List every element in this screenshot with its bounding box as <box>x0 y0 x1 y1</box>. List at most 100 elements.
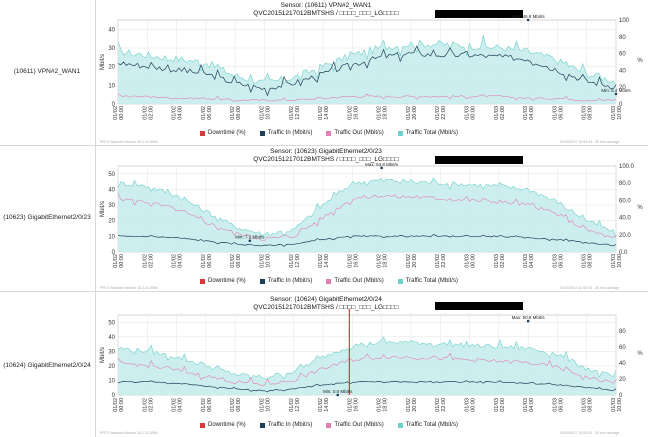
legend-downtime: Downtime (%) <box>200 422 246 428</box>
y-tick-label: 30 <box>108 349 115 355</box>
y-tick-label: 0 <box>112 102 116 108</box>
sensor-title: Sensor: (10624) GigabitEthernet2/0/24 <box>270 296 382 303</box>
x-tick-label: 01/0300:00 <box>465 398 477 412</box>
redaction-block <box>435 10 523 18</box>
y-tick-label: 20 <box>108 65 115 71</box>
annotation-marker <box>336 393 340 397</box>
y-axis-label: Mbit/s <box>100 54 106 70</box>
sensor-subtitle: QVC20151217012BMTSHS / □□□□_□□□_LG□□□□ <box>253 304 399 311</box>
x-tick-label: 01/0218:00 <box>377 398 389 412</box>
x-tick-label: 01/0200:00 <box>113 254 125 268</box>
x-tick-label: 01/0200:00 <box>113 398 125 412</box>
legend-traffic-in: Traffic In (Mbit/s) <box>259 130 312 136</box>
x-tick-label: 01/0208:00 <box>230 254 242 268</box>
x-tick-label: 01/0216:00 <box>347 398 359 412</box>
y-tick-label: 20 <box>108 219 115 225</box>
x-tick-label: 01/0302:00 <box>494 398 506 412</box>
traffic-chart: 0 10 20 30 40 50 0.0 20.0 40.0 60.0 80.0 100.0 Mbit/… <box>100 156 643 268</box>
traffic-total-line <box>117 35 617 86</box>
annotation-label: Max: 46.8 Mbit/s <box>512 14 546 19</box>
redaction-block <box>435 302 523 310</box>
legend-traffic-in: Traffic In (Mbit/s) <box>259 422 312 428</box>
y2-tick-label: 20.0 <box>619 233 631 239</box>
x-tick-label: 01/0306:00 <box>552 106 564 120</box>
traffic-chart: 0 10 20 30 40 50 0 20 40 60 80 Mbit/s % 01/0200:00 01/… <box>100 302 643 412</box>
y-tick-label: 20 <box>108 364 115 370</box>
x-tick-label: 01/0210:00 <box>259 106 271 120</box>
x-tick-label: 01/0204:00 <box>172 398 184 412</box>
x-tick-label: 01/0300:00 <box>465 106 477 120</box>
legend-traffic-in: Traffic In (Mbit/s) <box>259 278 312 284</box>
x-tick-label: 01/0300:00 <box>465 254 477 268</box>
row-label: (10623) GigabitEthernet2/0/23 <box>3 214 91 221</box>
x-tick-label: 01/0302:00 <box>494 254 506 268</box>
x-tick-label: 01/0200:00 <box>113 106 125 120</box>
x-tick-label: 01/0222:00 <box>435 254 447 268</box>
row-label: (10624) GigabitEthernet2/0/24 <box>3 362 91 369</box>
annotation-marker <box>526 18 530 22</box>
x-tick-label: 01/0212:00 <box>289 106 301 120</box>
x-tick-label: 01/0304:00 <box>523 106 535 120</box>
x-tick-label: 01/0212:00 <box>289 398 301 412</box>
x-tick-label: 01/0304:00 <box>523 254 535 268</box>
y-tick-label: 10 <box>108 83 115 89</box>
y2-axis-label: % <box>637 205 643 211</box>
y2-tick-label: 60 <box>619 52 626 58</box>
sensor-title: Sensor: (10623) GigabitEthernet2/0/23 <box>270 148 382 155</box>
x-tick-label: 01/0218:00 <box>377 254 389 268</box>
y2-axis-label: % <box>637 351 643 357</box>
traffic-out-line <box>117 352 617 386</box>
annotation-label: Min: 0.0 Mbit/s <box>323 389 353 394</box>
footer-right: 01/03/2017 10:53:03 - 30 min average <box>560 286 620 290</box>
footer-left: PRTG Network Monitor 16.2.24.3596 <box>100 286 158 290</box>
x-tick-label: 01/0220:00 <box>406 106 418 120</box>
sensor-subtitle: QVC20151217012BMTSHS / □□□□_□□□_LG□□□□ <box>253 156 399 163</box>
y-tick-label: 30 <box>108 46 115 52</box>
x-tick-label: 01/0220:00 <box>406 254 418 268</box>
y2-tick-label: 40 <box>619 361 626 367</box>
x-tick-label: 01/0310:00 <box>611 254 623 268</box>
traffic-total-area <box>118 177 616 252</box>
row-divider <box>95 0 96 145</box>
sensor-subtitle: QVC20151217012BMTSHS / □□□□_□□□_LG□□□□ <box>253 10 399 17</box>
y2-tick-label: 100.0 <box>619 164 635 170</box>
x-tick-label: 01/0206:00 <box>201 106 213 120</box>
y-tick-label: 40 <box>108 27 115 33</box>
x-tick-label: 01/0306:00 <box>552 398 564 412</box>
y2-tick-label: 60.0 <box>619 198 631 204</box>
y2-tick-label: 80 <box>619 35 626 41</box>
x-tick-label: 01/0214:00 <box>318 254 330 268</box>
footer-left: PRTG Network Monitor 16.2.24.3596 <box>100 431 158 435</box>
x-tick-label: 01/0208:00 <box>230 106 242 120</box>
footer-right: 01/03/2017 10:53:03 - 30 min average <box>560 140 620 144</box>
sensor-row-2: (10623) GigabitEthernet2/0/23 Sensor: (1… <box>0 146 648 292</box>
annotation-label: Max: 50.8 Mbit/s <box>512 315 546 320</box>
x-tick-label: 01/0214:00 <box>318 106 330 120</box>
traffic-chart: 0 10 20 30 40 0 20 40 60 80 100 Mbit/s % 01/0200:00 01… <box>100 10 643 120</box>
x-tick-label: 01/0206:00 <box>201 254 213 268</box>
traffic-in-line <box>117 233 617 247</box>
x-tick-label: 01/0202:00 <box>142 106 154 120</box>
x-tick-label: 01/0310:00 <box>611 398 623 412</box>
redaction-block <box>435 156 523 164</box>
y-tick-label: 50 <box>108 172 115 178</box>
x-tick-label: 01/0214:00 <box>318 398 330 412</box>
annotation-marker <box>380 166 383 170</box>
sensor-row-3: (10624) GigabitEthernet2/0/24 Sensor: (1… <box>0 292 648 437</box>
y2-tick-label: 20 <box>619 377 626 383</box>
annotation-label: Min: 5.4 Mbit/s <box>601 88 631 93</box>
y2-tick-label: 40.0 <box>619 216 631 222</box>
x-tick-label: 01/0308:00 <box>582 254 594 268</box>
annotation-marker <box>614 92 618 96</box>
annotation-label: Max: 53.8 Mbit/s <box>365 162 399 167</box>
y-tick-label: 50 <box>108 320 115 326</box>
annotation-marker <box>248 239 252 243</box>
x-tick-label: 01/0308:00 <box>582 398 594 412</box>
row-divider <box>95 292 96 437</box>
traffic-out-line <box>117 192 617 242</box>
traffic-out-line <box>117 93 617 102</box>
chart-legend: Downtime (%) Traffic In (Mbit/s) Traffic… <box>200 422 540 428</box>
y2-tick-label: 0.0 <box>619 250 628 256</box>
x-tick-label: 01/0210:00 <box>259 398 271 412</box>
chart-legend: Downtime (%) Traffic In (Mbit/s) Traffic… <box>200 278 540 284</box>
